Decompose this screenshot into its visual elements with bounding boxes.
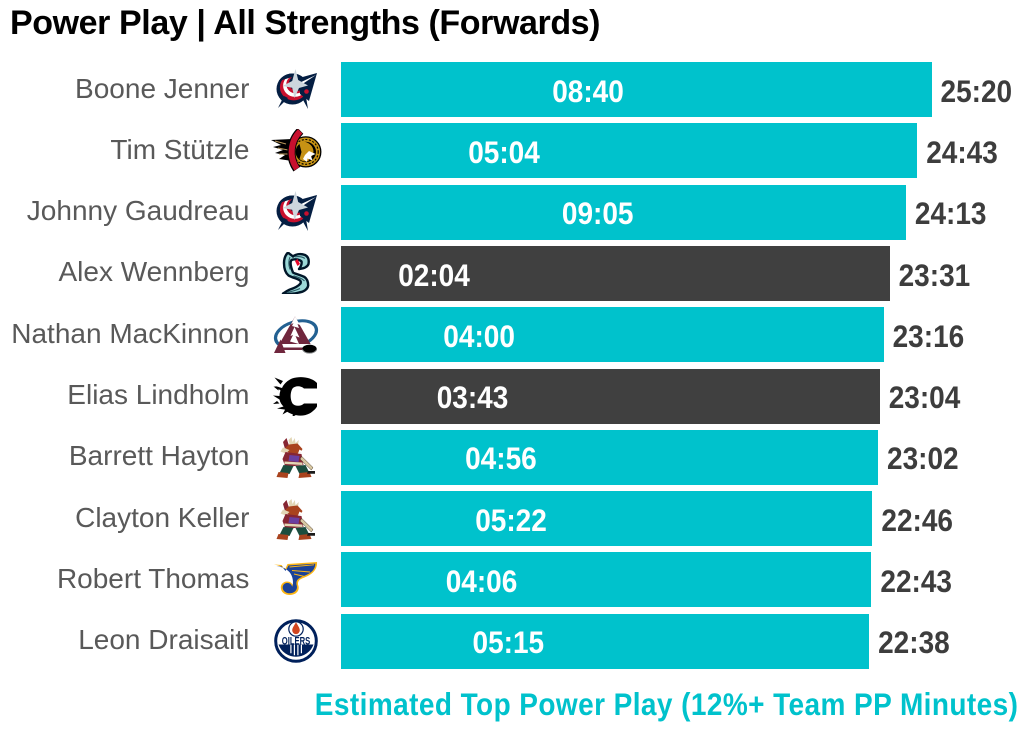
svg-text:OILERS: OILERS [281,636,310,648]
